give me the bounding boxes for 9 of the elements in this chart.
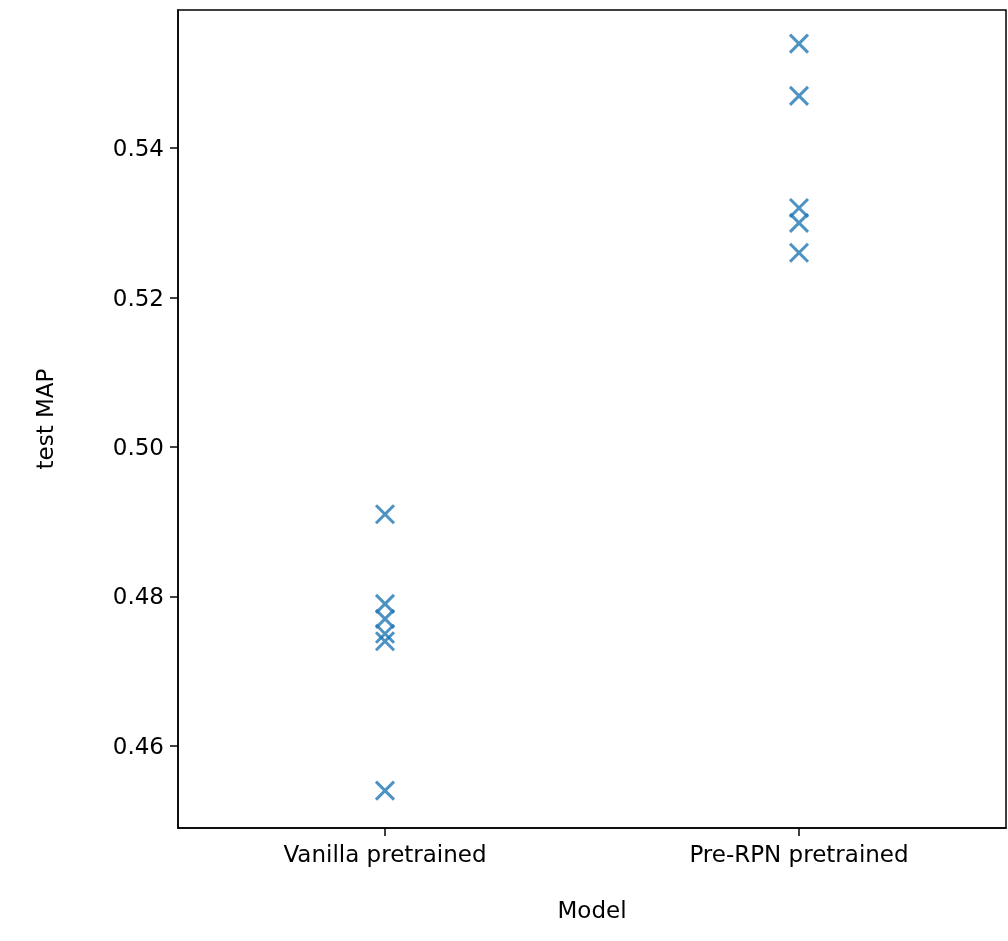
- x-tick-label: Pre-RPN pretrained: [689, 840, 909, 867]
- y-tick-label: 0.46: [112, 732, 164, 759]
- y-tick-label: 0.48: [112, 583, 164, 610]
- y-axis-title: test MAP: [31, 368, 58, 470]
- y-tick-label: 0.52: [112, 284, 164, 311]
- x-axis-title: Model: [557, 896, 627, 923]
- x-tick-label: Vanilla pretrained: [283, 840, 487, 867]
- y-tick-label: 0.54: [112, 135, 164, 162]
- y-tick-label: 0.50: [112, 434, 164, 461]
